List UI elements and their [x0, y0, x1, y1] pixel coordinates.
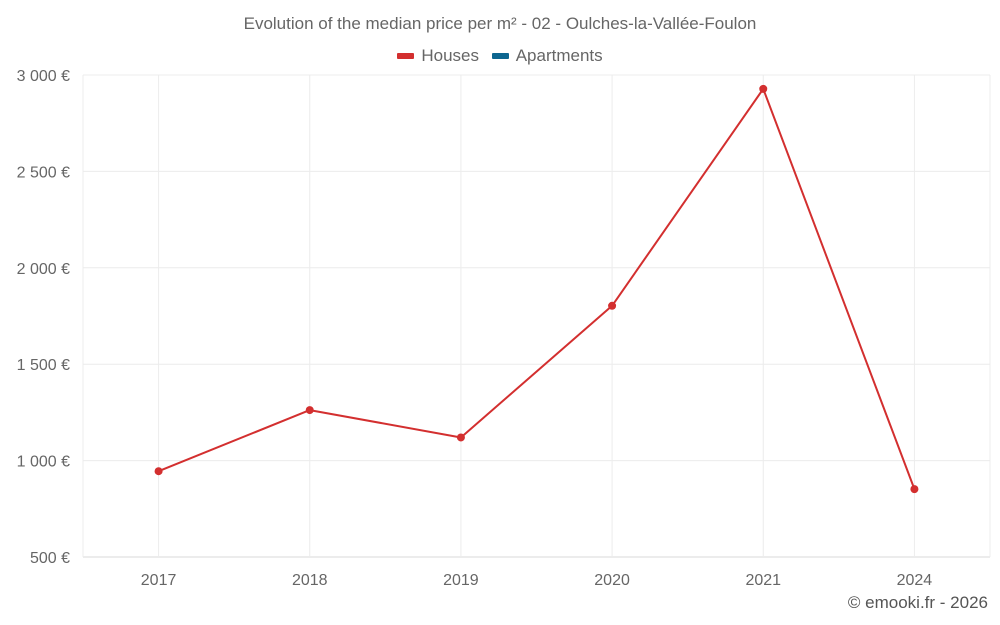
- y-tick-label: 2 000 €: [17, 261, 70, 278]
- y-tick-label: 2 500 €: [17, 164, 70, 181]
- series-line-houses: [158, 87, 916, 490]
- x-tick-label: 2021: [745, 572, 781, 589]
- legend-label-apartments: Apartments: [515, 46, 603, 65]
- x-tick-label: 2024: [897, 572, 933, 589]
- legend-label-houses: Houses: [421, 46, 479, 65]
- x-tick-label: 2020: [594, 572, 630, 589]
- legend-item-apartments[interactable]: Apartments: [491, 46, 603, 66]
- data-point-houses-2019[interactable]: [456, 433, 465, 442]
- data-point-houses-2017[interactable]: [154, 467, 163, 476]
- data-point-houses-2021[interactable]: [759, 84, 768, 93]
- x-tick-label: 2018: [292, 572, 328, 589]
- data-point-houses-2024[interactable]: [910, 485, 919, 494]
- y-tick-label: 1 500 €: [17, 357, 70, 374]
- y-tick-label: 3 000 €: [17, 68, 70, 85]
- data-point-houses-2020[interactable]: [608, 301, 617, 310]
- y-tick-label: 1 000 €: [17, 454, 70, 471]
- legend-swatch-houses: [397, 53, 415, 59]
- data-point-houses-2018[interactable]: [305, 406, 314, 415]
- y-tick-label: 500 €: [30, 550, 70, 567]
- credit-text: © emooki.fr - 2026: [847, 593, 988, 612]
- x-tick-label: 2017: [141, 572, 177, 589]
- chart-title: Evolution of the median price per m² - 0…: [243, 14, 757, 33]
- x-tick-label: 2019: [443, 572, 479, 589]
- chart-legend: Houses Apartments: [0, 44, 1000, 66]
- legend-swatch-apartments: [491, 53, 509, 59]
- legend-item-houses[interactable]: Houses: [397, 46, 479, 66]
